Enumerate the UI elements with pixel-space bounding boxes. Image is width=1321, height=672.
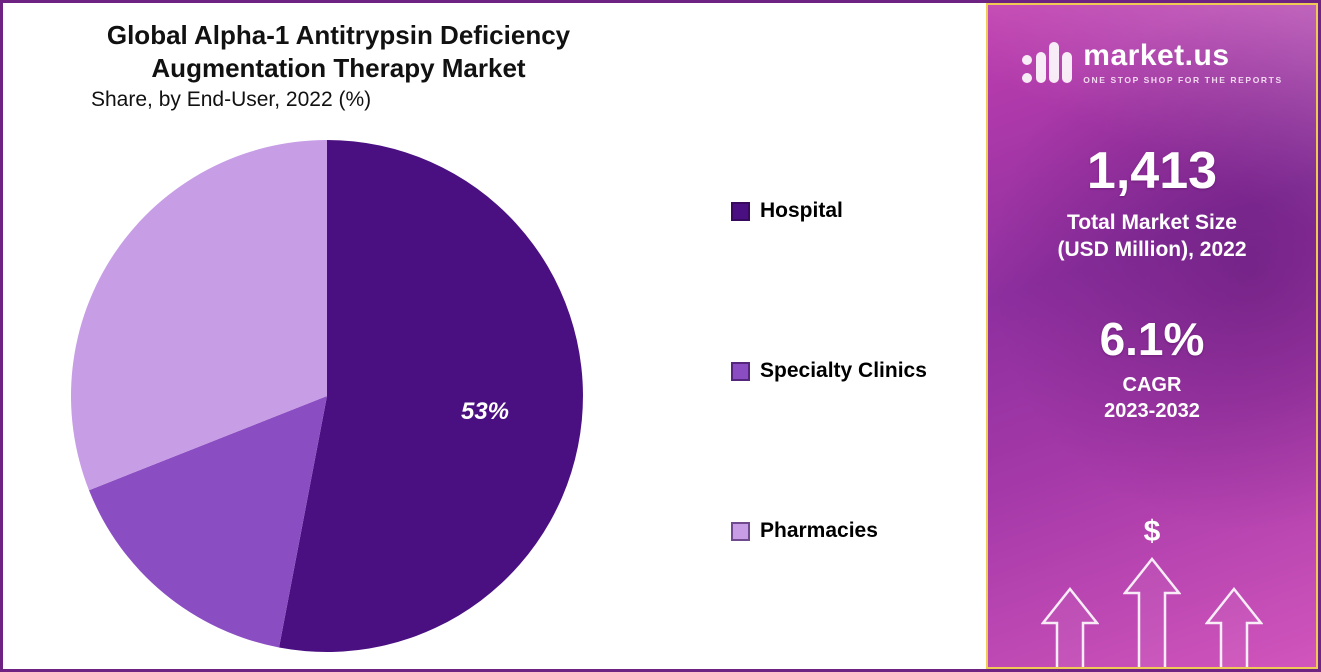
- cagr-value: 6.1%: [1099, 312, 1205, 365]
- growth-arrow-icon: [1041, 587, 1099, 667]
- cagr-label-line1: CAGR: [1122, 373, 1182, 396]
- brand-tagline: ONE STOP SHOP FOR THE REPORTS: [1083, 75, 1283, 85]
- pie-data-label: 53%: [461, 398, 509, 425]
- legend-item-pharmacies: Pharmacies: [731, 519, 927, 543]
- market-size-label-line2: (USD Million), 2022: [1057, 238, 1247, 262]
- cagr-label-line2: 2023-2032: [1104, 399, 1200, 422]
- brand-side-panel: market.us ONE STOP SHOP FOR THE REPORTS …: [986, 3, 1318, 669]
- chart-title-line1: Global Alpha-1 Antitrypsin Deficiency: [106, 20, 571, 50]
- growth-arrow-icon: [1205, 587, 1263, 667]
- chart-title-line2: Augmentation Therapy Market: [151, 52, 526, 83]
- chart-legend: Hospital Specialty Clinics Pharmacies: [731, 199, 927, 543]
- growth-arrows: [1041, 557, 1263, 667]
- pie-slice-hospital: [279, 140, 583, 653]
- market-size-label: Total Market Size (USD Million), 2022: [1057, 209, 1246, 264]
- pie-slice-specialty-clinics: [88, 396, 327, 648]
- cagr-label: CAGR 2023-2032: [1104, 372, 1200, 424]
- pie-slice-pharmacies: [71, 140, 327, 491]
- legend-label: Pharmacies: [760, 519, 878, 542]
- chart-subtitle: Share, by End-User, 2022 (%): [91, 88, 372, 111]
- marketus-logo-icon: [1021, 40, 1073, 84]
- legend-label: Hospital: [760, 199, 843, 222]
- marketus-logo: market.us ONE STOP SHOP FOR THE REPORTS: [1021, 39, 1282, 85]
- legend-swatch: [731, 201, 750, 221]
- chart-area: Global Alpha-1 Antitrypsin Deficiency Au…: [3, 3, 986, 669]
- dollar-icon: $: [1143, 515, 1161, 548]
- pie-chart-svg: 53%: [71, 140, 583, 653]
- legend-swatch: [731, 361, 750, 381]
- market-size-value: 1,413: [1086, 142, 1218, 200]
- legend-label: Specialty Clinics: [760, 359, 927, 382]
- chart-title-block: Global Alpha-1 Antitrypsin Deficiency Au…: [41, 19, 636, 112]
- market-size-label-line1: Total Market Size: [1067, 211, 1237, 234]
- pie-chart: 53%: [67, 136, 587, 656]
- brand-name: market.us: [1083, 39, 1230, 72]
- legend-item-specialty-clinics: Specialty Clinics: [731, 359, 927, 383]
- marketus-logo-text: market.us ONE STOP SHOP FOR THE REPORTS: [1083, 39, 1282, 85]
- growth-arrow-icon: [1123, 557, 1181, 667]
- legend-swatch: [731, 521, 750, 541]
- legend-item-hospital: Hospital: [731, 199, 927, 223]
